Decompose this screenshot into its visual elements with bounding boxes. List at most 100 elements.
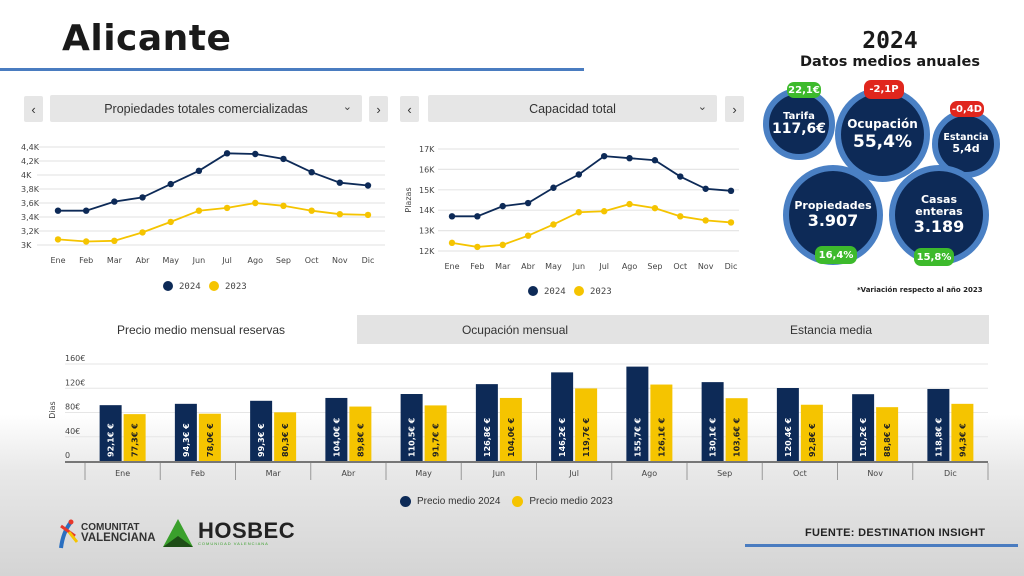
bar-data-label-Precio medio 2024: 130,1€ € — [709, 417, 718, 457]
logo2-sub: COMUNIDAD VALENCIANA — [198, 541, 269, 546]
y-tick-label: 4K — [21, 171, 32, 180]
legend-label-2023: 2023 — [225, 282, 247, 292]
capacity-line-chart: 12K 13K 14K 15K 16K 17K Ene Feb Mar Abr May Jun Jul A… — [404, 145, 739, 297]
source-divider — [745, 544, 1018, 547]
x-tick-label: Jun — [572, 262, 586, 271]
y-tick-label: 160€ — [65, 354, 85, 363]
hosbec-logo: HOSBEC COMUNIDAD VALENCIANA — [162, 518, 295, 548]
data-point-2023 — [167, 218, 174, 226]
data-point-2024 — [600, 152, 608, 160]
data-point-2023 — [139, 229, 146, 236]
x-tick-label: Mar — [107, 256, 123, 265]
y-tick-label: 14K — [419, 206, 435, 215]
data-point-2024 — [626, 154, 633, 162]
bar-data-label-Precio medio 2023: 103,6€ € — [733, 417, 742, 457]
data-point-2023 — [550, 221, 557, 228]
data-point-2023 — [308, 207, 315, 214]
kpi-change-badge: 15,8% — [914, 248, 954, 266]
chevron-down-icon: ⌄ — [697, 101, 707, 113]
tab-bar: Precio medio mensual reservas Ocupación … — [45, 315, 989, 344]
y-axis-title: Dias — [48, 401, 57, 418]
data-point-2024 — [82, 207, 90, 214]
x-tick-label: Abr — [521, 262, 536, 271]
bar-data-label-Precio medio 2024: 146,2€ € — [558, 417, 567, 457]
data-point-2023 — [195, 207, 203, 214]
x-tick-label: Jul — [568, 469, 579, 478]
y-tick-label: 17K — [419, 145, 435, 154]
x-tick-label: Dic — [362, 256, 375, 265]
data-point-2024 — [499, 202, 506, 210]
next-metric-button-2[interactable]: › — [725, 96, 744, 122]
bar-data-label-Precio medio 2023: 78,0€ € — [206, 423, 215, 457]
kpi-label: Casas enteras — [915, 193, 963, 219]
kpi-change-badge: -2,1P — [864, 80, 904, 99]
bar-Precio medio 2023 — [123, 414, 146, 461]
y-tick-label: 12K — [419, 247, 435, 256]
x-tick-label: Feb — [191, 469, 205, 478]
x-tick-label: May — [415, 469, 432, 478]
metric-dropdown-left[interactable]: Propiedades totales comercializadas ⌄ — [50, 95, 362, 122]
data-point-2023 — [727, 219, 735, 226]
bar-data-label-Precio medio 2023: 89,8€ € — [356, 423, 365, 457]
data-point-2023 — [111, 237, 118, 244]
series-line-2024 — [452, 155, 732, 218]
data-point-2023 — [524, 232, 532, 239]
tab-ocupacion-mensual[interactable]: Ocupación mensual — [461, 322, 569, 337]
next-metric-button[interactable]: › — [369, 96, 388, 122]
data-point-2024 — [448, 213, 456, 220]
bar-Precio medio 2024 — [701, 382, 724, 461]
data-point-2023 — [448, 239, 456, 247]
x-tick-label: Nov — [867, 469, 883, 478]
x-tick-label: Oct — [673, 262, 687, 271]
bar-Precio medio 2024 — [325, 397, 348, 461]
x-tick-label: Ene — [50, 256, 65, 265]
kpi-change-badge: 22,1€ — [787, 82, 821, 98]
data-point-2024 — [727, 187, 735, 195]
series-line-2023 — [451, 203, 732, 248]
bar-data-label-Precio medio 2023: 104,0€ € — [507, 417, 516, 457]
bar-data-label-Precio medio 2024: 118,8€ € — [934, 417, 943, 457]
y-axis-title: Plazas — [404, 187, 413, 212]
data-point-2023 — [223, 204, 231, 212]
y-tick-label: 120€ — [65, 378, 85, 387]
bar-Precio medio 2024 — [99, 405, 122, 461]
data-point-2024 — [336, 179, 344, 186]
data-point-2024 — [111, 198, 118, 205]
legend-label-2024: 2024 — [179, 282, 201, 292]
tab-estancia-media[interactable]: Estancia media — [789, 322, 873, 337]
kpi-value: 3.189 — [913, 217, 965, 237]
bar-data-label-Precio medio 2024: 126,8€ € — [483, 417, 492, 457]
bar-Precio medio 2023 — [198, 413, 221, 461]
x-tick-label: Jul — [598, 262, 609, 271]
prev-metric-button-2[interactable]: ‹ — [400, 96, 419, 122]
bar-Precio medio 2024 — [852, 394, 875, 461]
kpi-tarifa: Tarifa 117,6€ — [763, 88, 835, 160]
chevron-left-icon: ‹ — [31, 101, 36, 117]
data-point-2024 — [139, 194, 146, 201]
chevron-right-icon: › — [376, 101, 381, 117]
kpi-label: Ocupación — [847, 116, 918, 131]
legend-label-2023: 2023 — [590, 287, 612, 297]
bar-Precio medio 2023 — [876, 407, 899, 461]
data-point-2024 — [524, 199, 532, 207]
bar-Precio medio 2024 — [551, 372, 574, 461]
kpi-change-badge: -0,4D — [950, 101, 984, 117]
bar-data-label-Precio medio 2023: 126,1€ € — [657, 417, 666, 457]
title-divider — [0, 68, 584, 71]
prev-metric-button[interactable]: ‹ — [24, 96, 43, 122]
price-bar-chart: 0 40€ 80€ 120€ 160€ Dias Ene 92,1€ € 77,3€ € Feb 9… — [48, 354, 989, 480]
bar-data-label-Precio medio 2024: 104,0€ € — [332, 417, 341, 457]
logo2-name: HOSBEC — [198, 518, 296, 543]
bar-Precio medio 2023 — [424, 405, 447, 461]
x-tick-label: Oct — [305, 256, 319, 265]
y-tick-label: 4,4K — [21, 143, 40, 152]
y-tick-label: 4,2K — [21, 157, 40, 166]
data-point-2023 — [364, 211, 372, 219]
kpi-ocupacion: Ocupación 55,4% — [835, 87, 930, 182]
chevron-right-icon: › — [732, 101, 737, 117]
bar-data-label-Precio medio 2023: 80,3€ € — [281, 423, 290, 457]
metric-dropdown-right[interactable]: Capacidad total ⌄ — [428, 95, 717, 122]
bar-Precio medio 2023 — [800, 404, 823, 461]
tab-precio-medio[interactable]: Precio medio mensual reservas — [45, 315, 357, 344]
x-tick-label: Dic — [944, 469, 957, 478]
